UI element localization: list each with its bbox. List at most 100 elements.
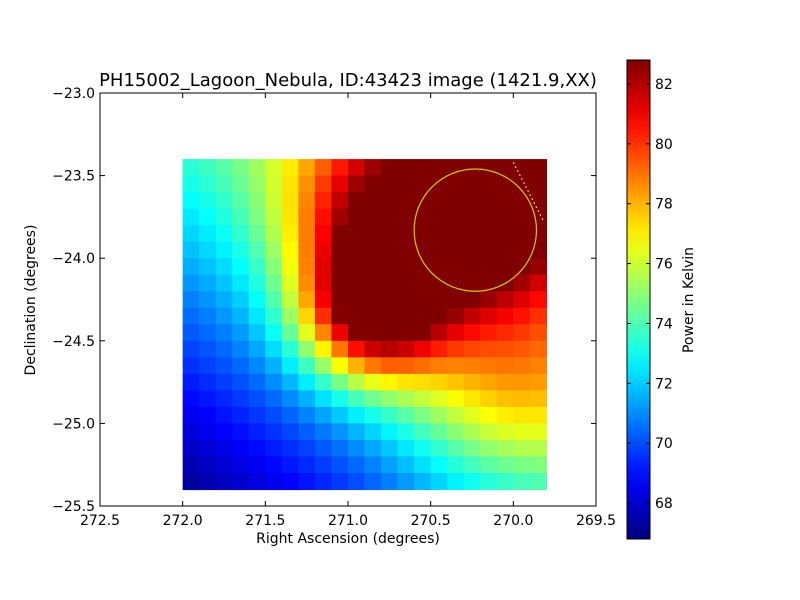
- heatmap-cell: [331, 192, 349, 210]
- heatmap-cell: [480, 472, 498, 491]
- heatmap-cell: [314, 225, 333, 243]
- heatmap-cell: [215, 357, 233, 375]
- heatmap-cell: [381, 373, 399, 391]
- heatmap-cell: [513, 423, 531, 441]
- heatmap-cell: [182, 456, 200, 474]
- heatmap-cell: [281, 324, 299, 342]
- heatmap-cell: [447, 357, 465, 375]
- heatmap-cell: [232, 390, 250, 408]
- heatmap-cell: [447, 456, 465, 474]
- heatmap-cell: [430, 175, 448, 193]
- heatmap-cell: [348, 307, 366, 325]
- heatmap-cell: [281, 357, 299, 375]
- heatmap-cell: [199, 357, 217, 375]
- heatmap-cell: [414, 456, 432, 474]
- heatmap-cell: [364, 390, 382, 408]
- heatmap-cell: [397, 274, 415, 292]
- heatmap-cell: [430, 192, 448, 210]
- colorbar-tick-label: 76: [655, 257, 673, 273]
- heatmap-cell: [513, 175, 531, 193]
- heatmap-cell: [447, 439, 465, 458]
- heatmap-cell: [314, 390, 333, 408]
- heatmap-cell: [331, 456, 349, 474]
- heatmap-cell: [364, 472, 382, 491]
- heatmap-cell: [496, 423, 514, 441]
- heatmap-cell: [298, 340, 316, 358]
- heatmap-cell: [348, 175, 366, 193]
- heatmap-cell: [199, 159, 217, 177]
- heatmap-cell: [529, 390, 547, 408]
- heatmap-cell: [215, 307, 233, 325]
- heatmap-cell: [265, 373, 283, 391]
- heatmap-cell: [182, 439, 200, 458]
- heatmap-cell: [397, 241, 415, 259]
- heatmap-cell: [430, 439, 448, 458]
- heatmap-cell: [480, 307, 498, 325]
- heatmap-cell: [182, 406, 200, 424]
- heatmap-cell: [199, 258, 217, 276]
- heatmap-cell: [331, 357, 349, 375]
- heatmap-cell: [480, 456, 498, 474]
- colorbar-tick-label: 68: [655, 496, 673, 512]
- heatmap-cell: [463, 406, 481, 424]
- heatmap-cell: [314, 192, 333, 210]
- heatmap-cell: [529, 340, 547, 358]
- heatmap-cell: [414, 274, 432, 292]
- heatmap-cell: [348, 423, 366, 441]
- y-tick-label: −24.5: [52, 334, 95, 350]
- heatmap-cell: [381, 225, 399, 243]
- heatmap-cell: [414, 258, 432, 276]
- heatmap-cell: [232, 439, 250, 458]
- heatmap-cell: [430, 357, 448, 375]
- heatmap-cell: [265, 225, 283, 243]
- heatmap-cell: [430, 390, 448, 408]
- heatmap-cell: [331, 225, 349, 243]
- heatmap-cell: [232, 175, 250, 193]
- heatmap-cell: [430, 472, 448, 491]
- heatmap-cell: [281, 340, 299, 358]
- heatmap-cell: [430, 406, 448, 424]
- heatmap-cell: [381, 192, 399, 210]
- y-axis-ticks: −23.0 −23.5 −24.0 −24.5 −25.0 −25.5: [52, 86, 596, 515]
- heatmap-cell: [414, 241, 432, 259]
- heatmap-cell: [182, 192, 200, 210]
- heatmap-cell: [248, 175, 266, 193]
- heatmap-cell: [298, 258, 316, 276]
- heatmap-cell: [281, 439, 299, 458]
- heatmap-cell: [248, 258, 266, 276]
- x-axis-ticks: 272.5 272.0 271.5 271.0 270.5 270.0 269.5: [80, 93, 616, 529]
- heatmap-cell: [215, 456, 233, 474]
- heatmap-cell: [463, 439, 481, 458]
- heatmap-cell: [496, 159, 514, 177]
- heatmap-cell: [381, 390, 399, 408]
- heatmap-cell: [397, 225, 415, 243]
- heatmap-cell: [265, 175, 283, 193]
- heatmap-cell: [430, 208, 448, 226]
- heatmap-cell: [298, 357, 316, 375]
- heatmap-cell: [314, 439, 333, 458]
- heatmap-cell: [480, 373, 498, 391]
- heatmap-cell: [281, 274, 299, 292]
- heatmap-cell: [397, 159, 415, 177]
- heatmap-cell: [414, 406, 432, 424]
- heatmap-cell: [381, 175, 399, 193]
- heatmap-cell: [298, 324, 316, 342]
- heatmap-cell: [447, 274, 465, 292]
- heatmap-cell: [265, 423, 283, 441]
- colorbar-tick-label: 82: [655, 77, 673, 93]
- heatmap-cell: [314, 456, 333, 474]
- heatmap-cell: [182, 241, 200, 259]
- heatmap-cell: [331, 406, 349, 424]
- x-tick-label: 272.0: [163, 513, 203, 529]
- heatmap-cell: [364, 423, 382, 441]
- heatmap-cell: [364, 159, 382, 177]
- heatmap-cell: [215, 175, 233, 193]
- colorbar-tick-label: 74: [655, 316, 673, 332]
- heatmap-cell: [364, 291, 382, 309]
- colorbar: [626, 59, 651, 540]
- heatmap-cell: [496, 307, 514, 325]
- heatmap-cell: [248, 373, 266, 391]
- x-tick-label: 270.0: [493, 513, 533, 529]
- x-tick-label: 270.5: [411, 513, 451, 529]
- heatmap-cell: [331, 373, 349, 391]
